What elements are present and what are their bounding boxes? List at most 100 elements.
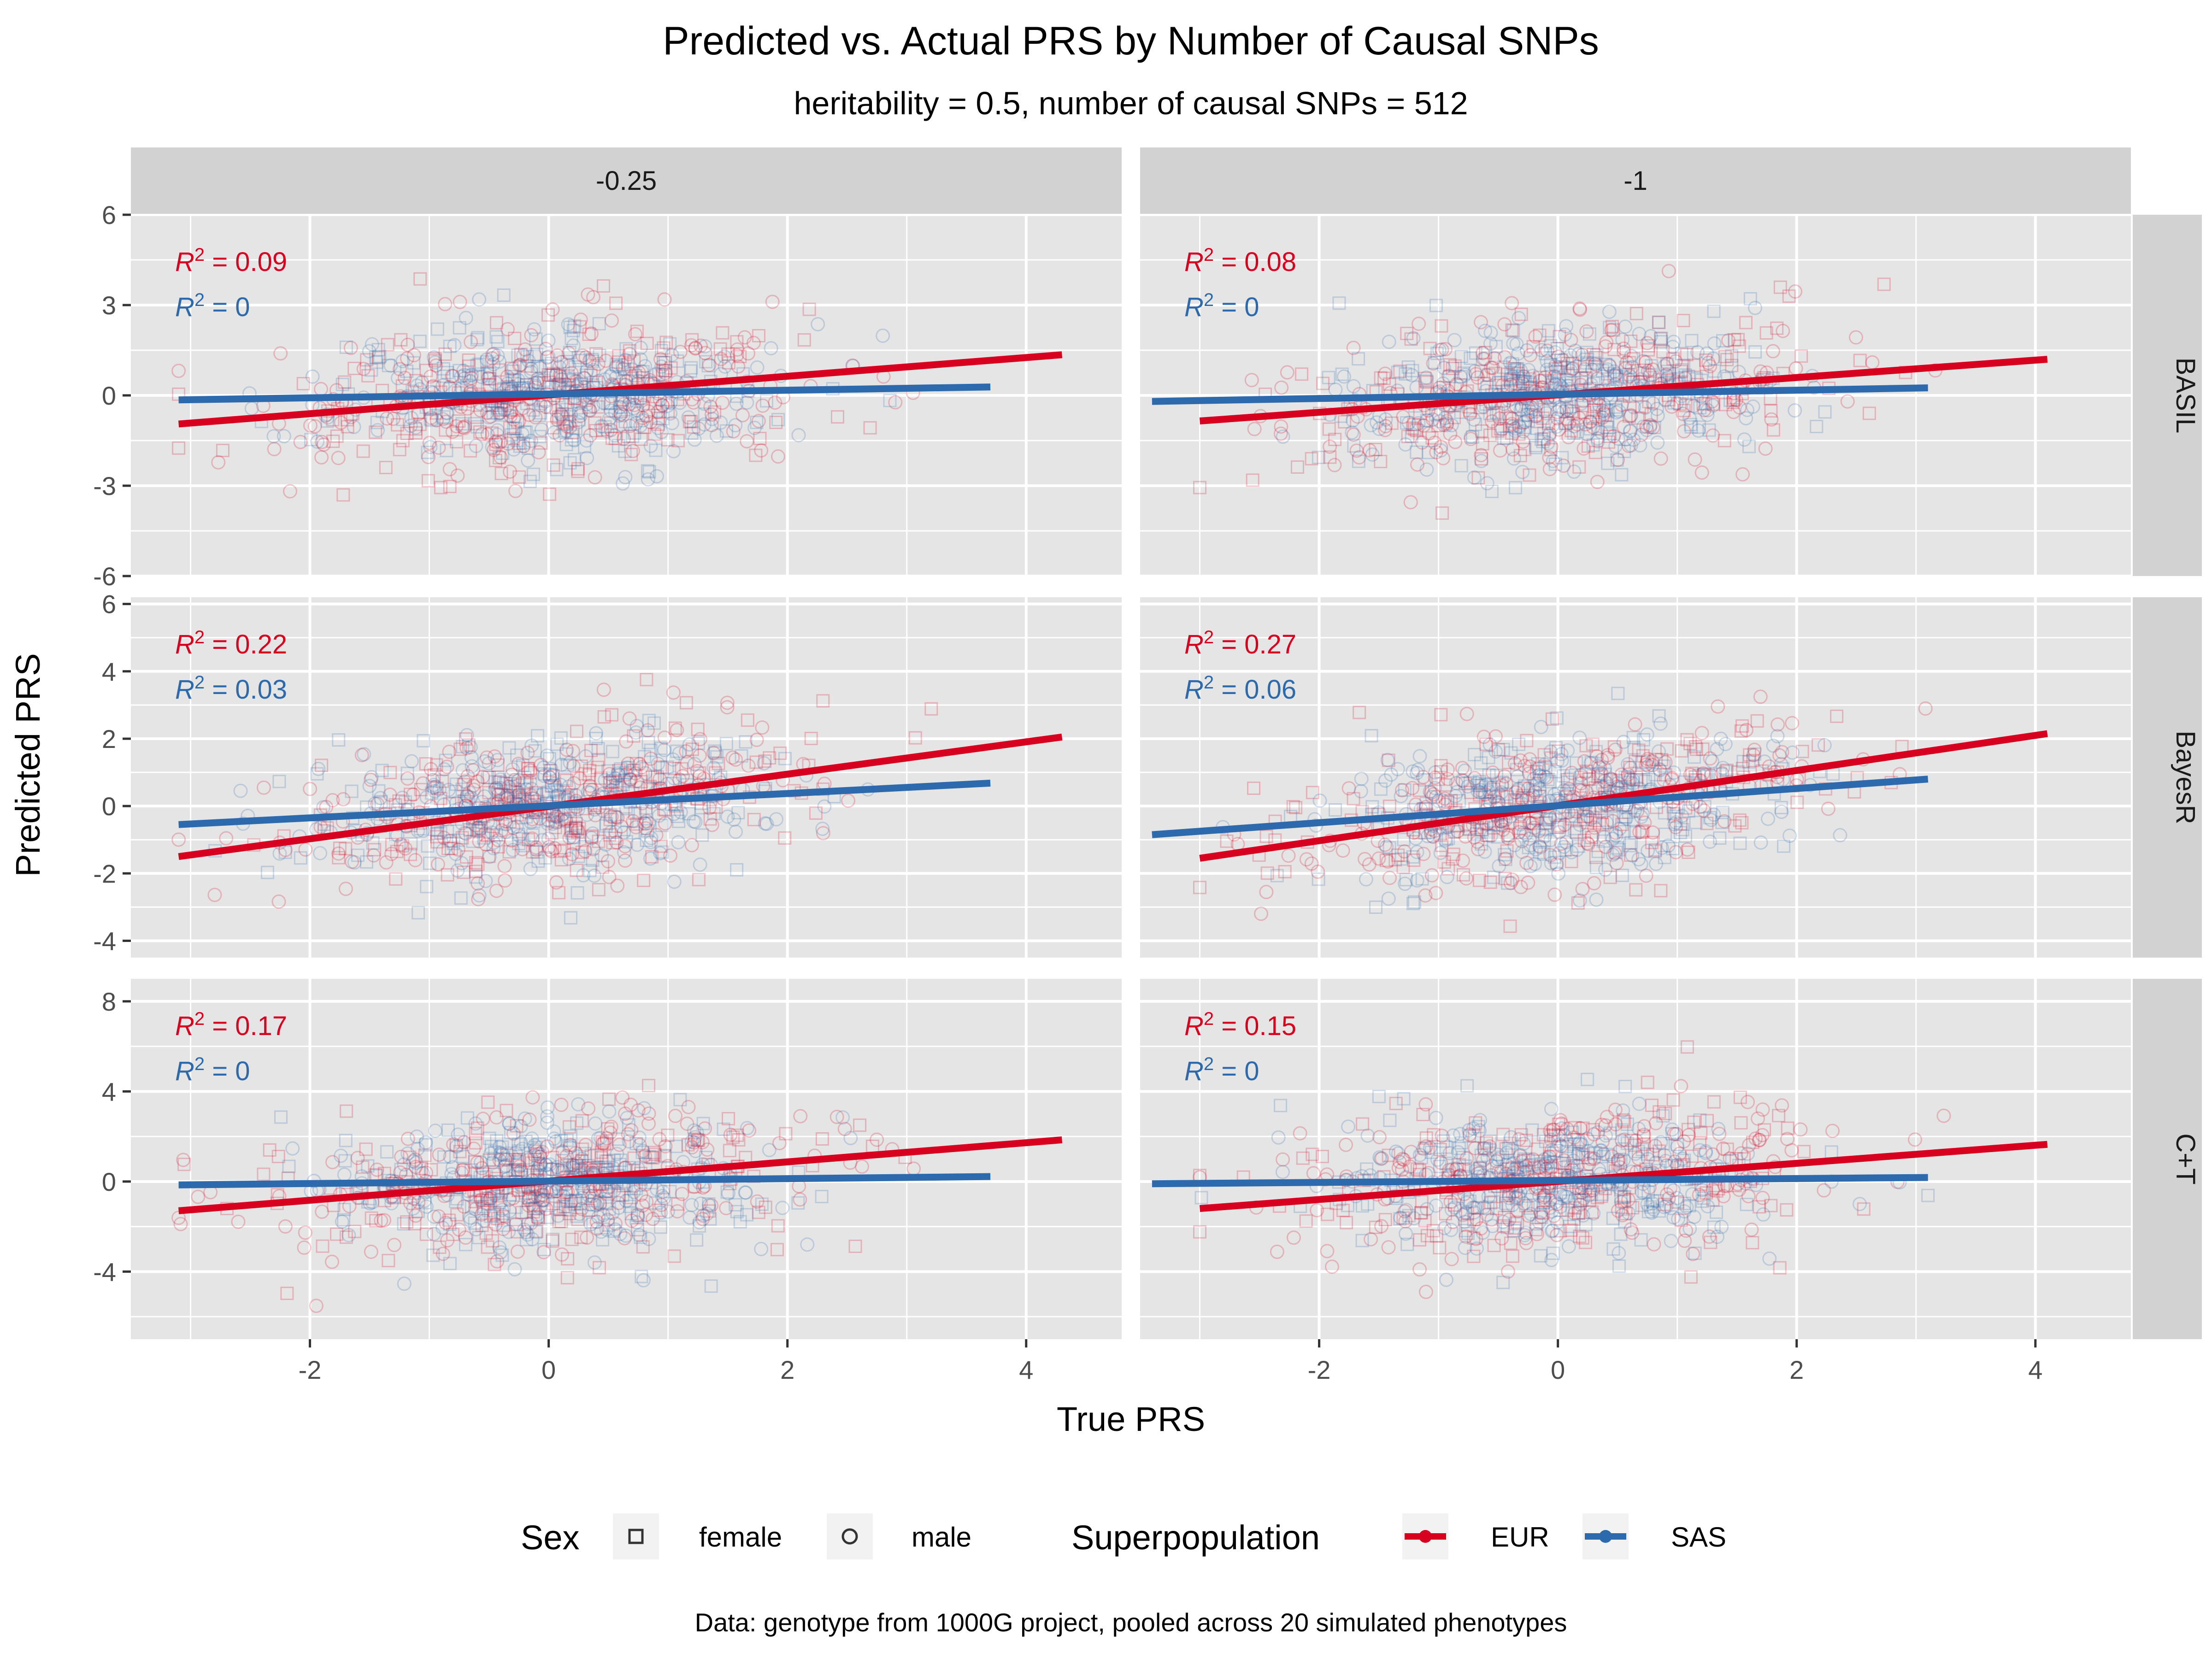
point-SAS-female (526, 1190, 540, 1204)
point-EUR-female (1589, 398, 1603, 412)
point-EUR-female (1295, 367, 1309, 381)
point-SAS-female (1698, 800, 1712, 814)
point-SAS-male (582, 403, 597, 418)
point-EUR-male (1293, 1126, 1307, 1141)
point-EUR-female (1591, 770, 1605, 784)
point-SAS-male (395, 790, 410, 805)
point-SAS-female (1618, 371, 1632, 385)
point-EUR-female (1666, 352, 1680, 366)
point-SAS-female (1523, 377, 1537, 391)
point-SAS-male (758, 816, 772, 831)
point-SAS-male (1774, 805, 1789, 819)
point-SAS-female (1620, 1118, 1634, 1131)
point-SAS-female (730, 1205, 744, 1218)
point-EUR-female (1660, 742, 1674, 756)
point-EUR-female (1561, 1203, 1575, 1217)
point-EUR-female (1704, 1235, 1718, 1249)
point-EUR-male (1544, 439, 1559, 454)
point-EUR-male (655, 398, 670, 413)
point-EUR-female (459, 732, 472, 746)
point-SAS-male (1539, 1156, 1553, 1171)
point-EUR-male (1509, 785, 1524, 800)
point-SAS-male (341, 1228, 356, 1242)
point-EUR-female (693, 766, 706, 780)
point-EUR-male (591, 357, 606, 371)
point-SAS-male (1434, 443, 1448, 458)
point-SAS-male (1438, 833, 1453, 848)
scatter-points (1193, 1040, 1951, 1299)
point-SAS-male (1467, 1200, 1482, 1215)
point-EUR-female (1536, 411, 1550, 425)
point-SAS-male (1545, 418, 1559, 433)
point-EUR-male (1429, 789, 1443, 804)
point-EUR-male (1270, 1244, 1284, 1259)
point-EUR-female (1497, 1219, 1511, 1233)
point-EUR-male (1556, 459, 1571, 473)
point-SAS-female (1352, 454, 1365, 468)
point-EUR-male (670, 1204, 685, 1218)
point-EUR-female (544, 400, 558, 414)
point-EUR-male (1641, 752, 1655, 766)
point-SAS-male (495, 1203, 510, 1218)
point-SAS-female (518, 425, 531, 439)
point-SAS-male (1346, 379, 1361, 394)
point-SAS-female (717, 1122, 730, 1136)
point-SAS-female (369, 350, 382, 364)
point-SAS-female (693, 1219, 706, 1233)
point-SAS-female (1464, 351, 1477, 365)
point-SAS-female (1742, 755, 1756, 769)
point-SAS-male (540, 1100, 555, 1115)
point-EUR-male (521, 1198, 536, 1213)
point-SAS-male (1521, 401, 1536, 416)
point-EUR-female (651, 417, 665, 431)
point-EUR-female (434, 481, 447, 494)
point-SAS-male (527, 1138, 542, 1153)
point-SAS-female (1501, 876, 1515, 890)
point-EUR-male (613, 407, 628, 422)
point-EUR-male (1523, 752, 1537, 767)
point-SAS-male (1530, 776, 1545, 791)
point-SAS-male (455, 763, 470, 778)
point-SAS-male (738, 1185, 753, 1200)
point-EUR-male (1482, 1139, 1497, 1154)
point-SAS-male (1513, 363, 1528, 378)
point-SAS-female (641, 464, 654, 478)
point-EUR-male (610, 878, 625, 893)
point-SAS-male (1706, 351, 1721, 366)
point-SAS-male (1420, 413, 1435, 428)
point-EUR-female (609, 296, 623, 310)
point-EUR-female (1680, 347, 1694, 361)
point-SAS-male (520, 1227, 535, 1242)
point-EUR-female (1607, 343, 1621, 357)
point-EUR-female (1504, 1236, 1518, 1250)
point-EUR-male (1446, 1215, 1460, 1230)
point-SAS-male (1539, 406, 1553, 421)
point-EUR-female (634, 775, 648, 788)
point-EUR-female (1259, 830, 1273, 843)
point-SAS-female (1606, 1158, 1620, 1171)
point-SAS-female (1656, 1109, 1670, 1123)
point-EUR-male (1676, 406, 1690, 421)
point-EUR-female (552, 886, 566, 900)
point-SAS-female (614, 1153, 628, 1167)
point-SAS-female (654, 1220, 668, 1234)
point-SAS-male (365, 337, 379, 352)
point-EUR-female (552, 410, 565, 424)
r2-label-SAS: R2 = 0 (1184, 290, 1259, 322)
point-EUR-male (622, 347, 637, 361)
point-SAS-male (1753, 835, 1768, 850)
point-EUR-female (588, 416, 602, 430)
point-SAS-female (699, 355, 713, 369)
point-SAS-female (618, 415, 632, 429)
point-EUR-female (1653, 332, 1667, 346)
point-EUR-male (1537, 1193, 1552, 1207)
point-SAS-female (1658, 827, 1672, 841)
point-SAS-female (459, 1238, 472, 1252)
point-SAS-female (1454, 370, 1468, 383)
point-SAS-female (1573, 359, 1587, 373)
point-SAS-male (552, 368, 567, 383)
point-EUR-female (404, 847, 418, 861)
point-EUR-male (1602, 359, 1617, 373)
point-EUR-female (636, 1240, 650, 1254)
point-SAS-female (556, 407, 570, 421)
